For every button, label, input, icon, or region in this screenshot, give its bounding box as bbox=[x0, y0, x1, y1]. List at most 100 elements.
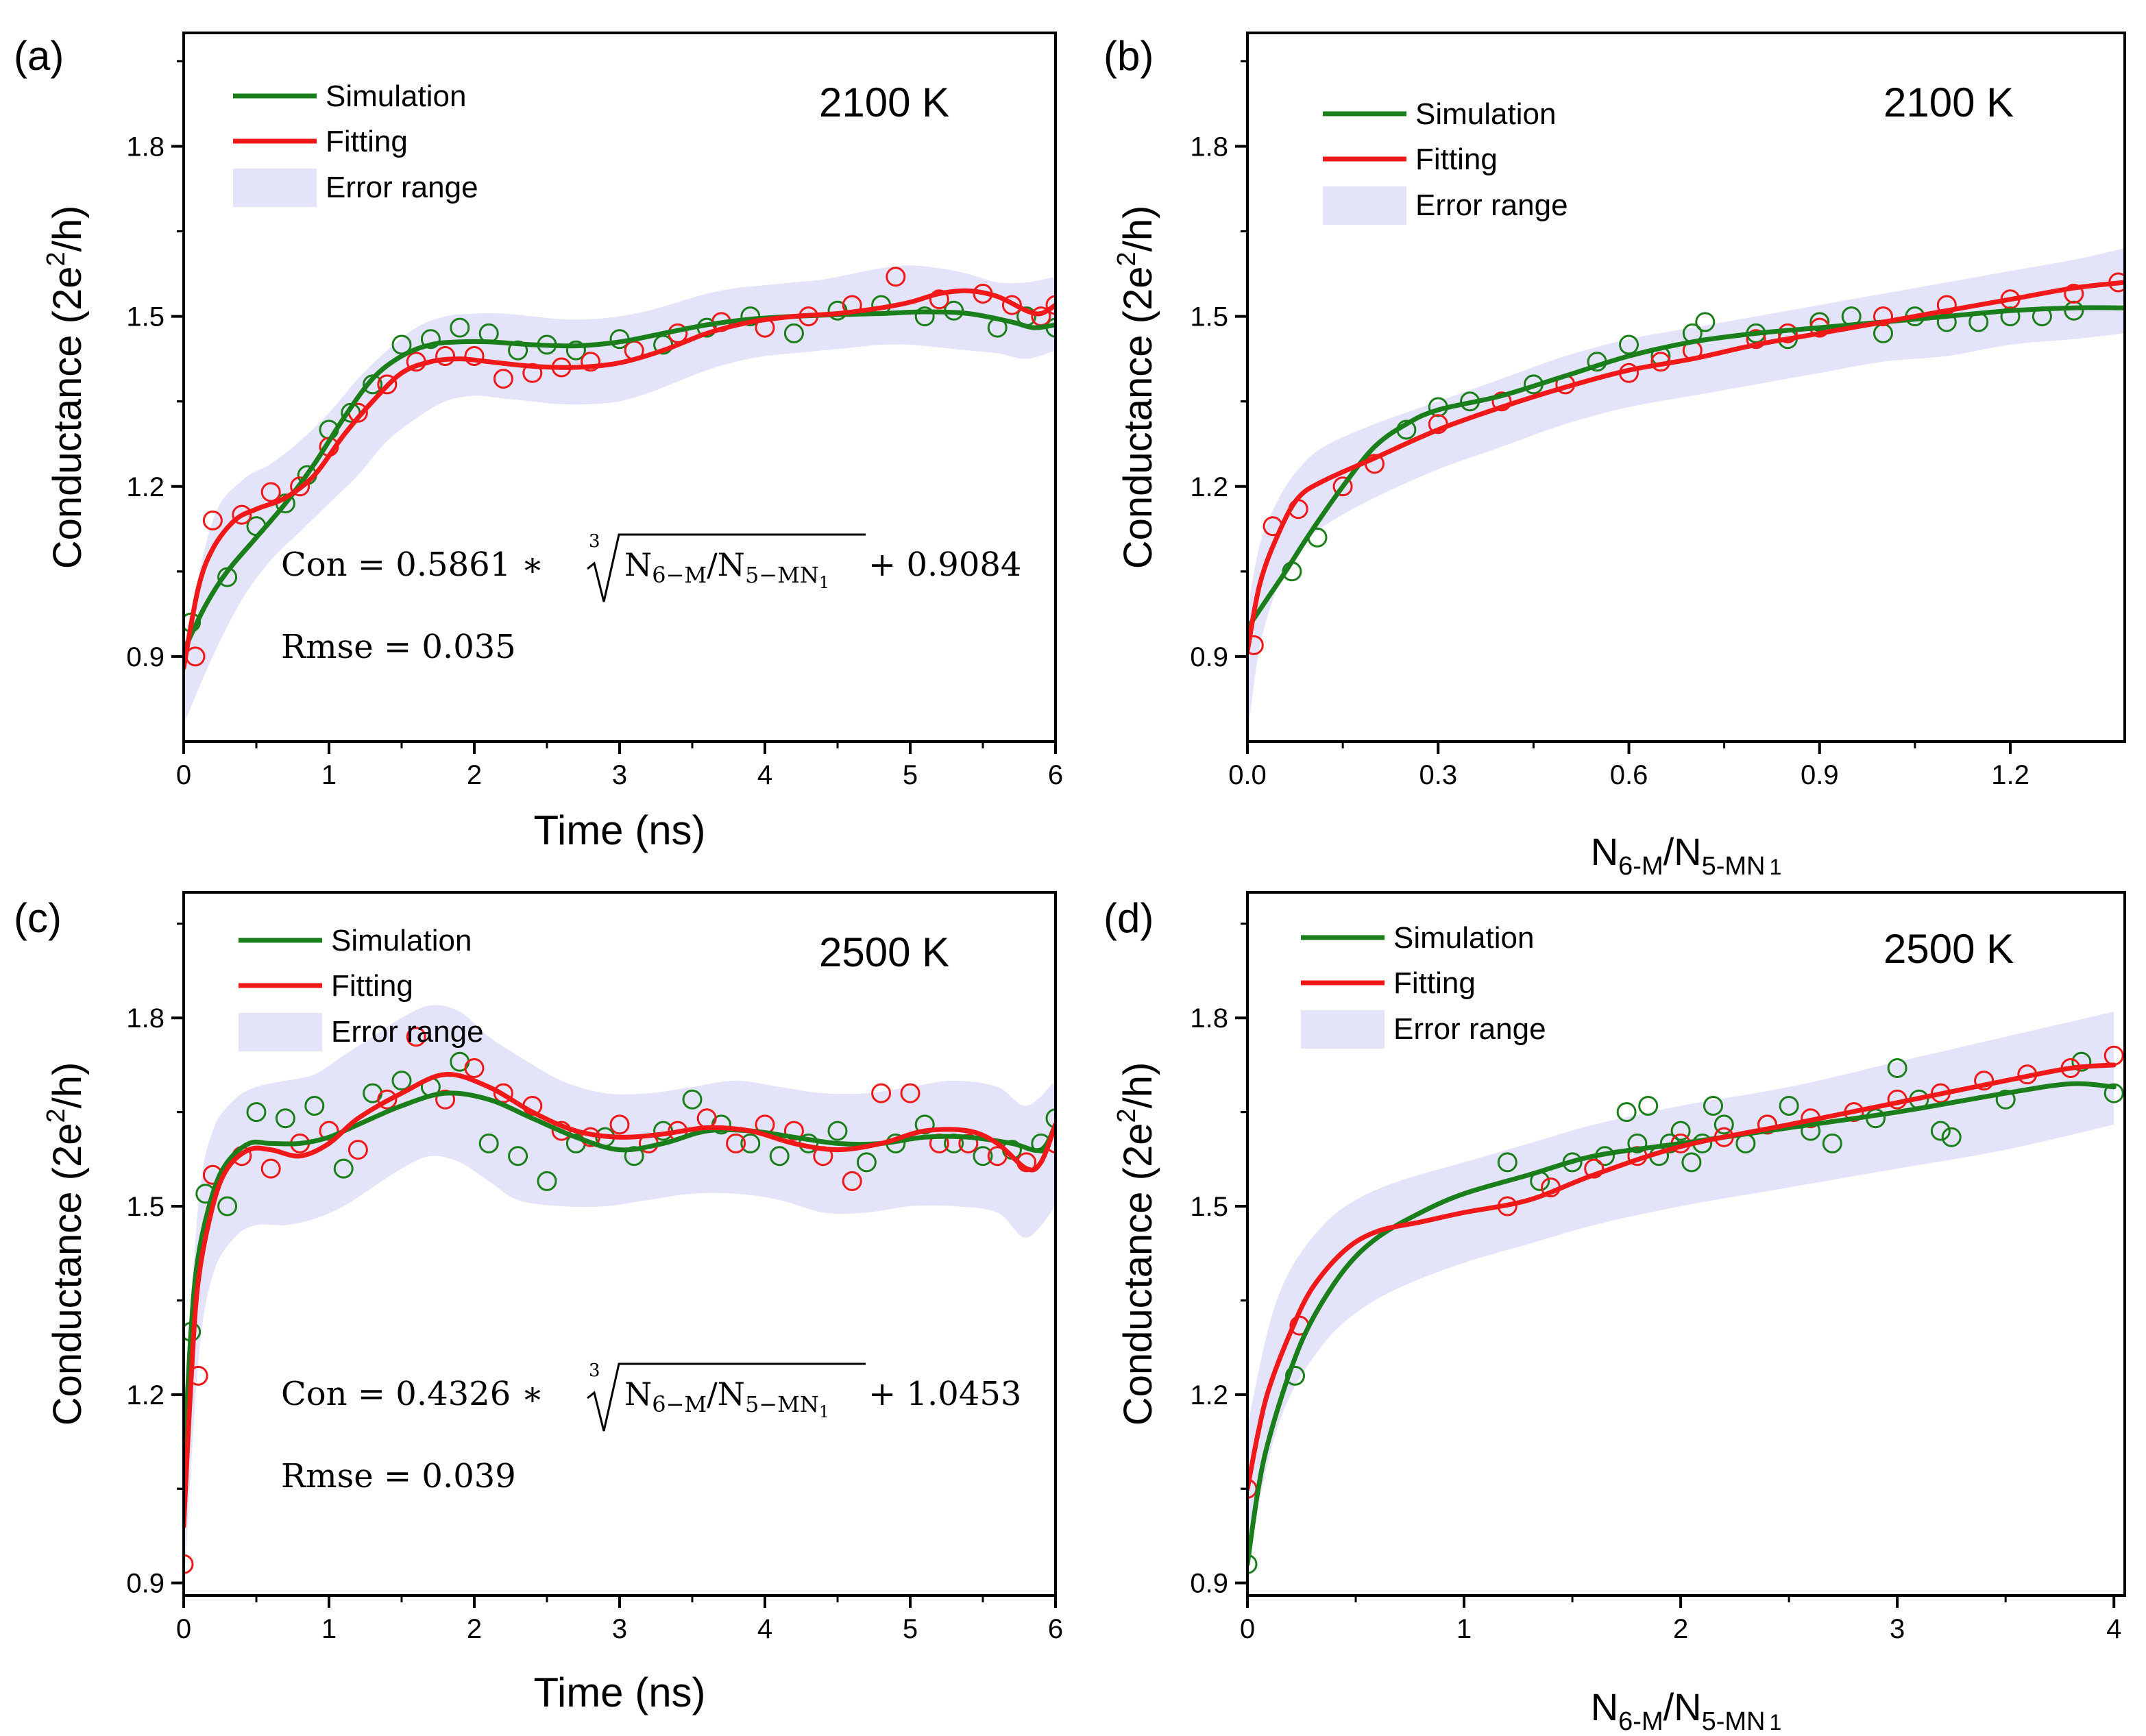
error-band bbox=[184, 1005, 1056, 1596]
equation-rhs: + 1.0453 bbox=[868, 1375, 1021, 1413]
legend-simulation-label: Simulation bbox=[1415, 97, 1556, 131]
simulation-point bbox=[914, 1114, 935, 1135]
y-axis-label: Conductance (2e2/h) bbox=[42, 1062, 90, 1426]
fitting-point bbox=[1001, 295, 1022, 315]
y-tick-label: 1.2 bbox=[126, 1380, 164, 1410]
x-axis-label-mid: /N bbox=[1663, 1685, 1702, 1728]
panel-label: (a) bbox=[14, 33, 64, 79]
fitting-point bbox=[1584, 1158, 1605, 1179]
fitting-point bbox=[929, 289, 949, 310]
y-tick-label: 1.8 bbox=[126, 1003, 164, 1034]
x-axis-label-sub2: 5-MN bbox=[1702, 1707, 1766, 1736]
fitting-point bbox=[1757, 1114, 1777, 1135]
y-tick-label: 1.5 bbox=[126, 302, 164, 332]
simulation-point bbox=[1497, 1152, 1517, 1173]
fitting-point bbox=[493, 369, 513, 389]
rmse-label: Rmse = 0.039 bbox=[281, 1457, 516, 1495]
fitting-line bbox=[184, 1072, 1056, 1529]
fitting-point bbox=[377, 1089, 398, 1110]
fitting-point bbox=[871, 1083, 892, 1103]
fitting-point bbox=[435, 346, 456, 366]
fitting-point bbox=[464, 1058, 485, 1078]
legend: Simulation Fitting Error range bbox=[239, 924, 484, 1051]
x-tick-label: 1 bbox=[321, 1614, 337, 1644]
fitting-point bbox=[1332, 476, 1353, 497]
x-tick-label: 0.0 bbox=[1228, 760, 1267, 790]
x-tick-label: 4 bbox=[2106, 1614, 2121, 1644]
simulation-point bbox=[914, 306, 935, 327]
y-axis-label-sup: 2 bbox=[42, 1108, 71, 1123]
x-tick-label: 2 bbox=[1673, 1614, 1688, 1644]
x-axis-label: N6-M/N5-MN 1 bbox=[1591, 1685, 1782, 1736]
axes-frame bbox=[1246, 32, 2126, 743]
equation-mid: /N bbox=[707, 1376, 745, 1413]
x-axis-label: N6-M/N5-MN 1 bbox=[1591, 830, 1782, 881]
simulation-point bbox=[1247, 1554, 1258, 1574]
fitting-line bbox=[184, 288, 1056, 670]
axes-frame bbox=[1246, 891, 2126, 1597]
fitting-point bbox=[900, 1083, 920, 1103]
x-tick-label: 6 bbox=[1048, 1614, 1063, 1644]
x-axis-label-sub1: 6-M bbox=[1618, 1707, 1663, 1736]
fitting-point bbox=[1746, 329, 1766, 350]
y-tick-label: 1.2 bbox=[1190, 1380, 1228, 1410]
x-tick-label: 3 bbox=[612, 1614, 627, 1644]
fitting-point bbox=[581, 352, 601, 372]
legend-error-label: Error range bbox=[331, 1015, 484, 1049]
fitting-point bbox=[290, 476, 310, 497]
legend: Simulation Fitting Error range bbox=[1323, 97, 1568, 225]
legend-fitting-label: Fitting bbox=[1415, 143, 1498, 176]
panel-d: 0 1 2 3 4 0.9 1.2 1.5 1.8 (d) 2500 K Simulation Fitt… bbox=[1104, 891, 2126, 1736]
y-tick-label: 0.9 bbox=[126, 1569, 164, 1599]
fitting-point bbox=[1873, 306, 1893, 327]
panel-c: 0 1 2 3 4 5 6 0.9 1.2 1.5 1.8 (c) 2500 K Simulation Fi… bbox=[14, 891, 1063, 1715]
x-tick-label: 0 bbox=[176, 760, 191, 790]
x-tick-label: 2 bbox=[467, 1614, 482, 1644]
equation-sub1: 6−M bbox=[652, 1391, 707, 1417]
plot-area bbox=[1247, 1012, 2124, 1574]
x-tick-label: 4 bbox=[757, 1614, 772, 1644]
equation-mid: /N bbox=[707, 546, 745, 583]
equation: Con = 0.4326 ∗ 3 N6−M/N5−MN1 + 1.0453 bbox=[281, 1360, 1021, 1432]
equation-radicand: N6−M/N5−MN1 bbox=[624, 1376, 829, 1421]
temperature-label: 2500 K bbox=[1883, 926, 2014, 972]
x-axis-label: Time (ns) bbox=[533, 807, 705, 853]
y-axis-label-sup: 2 bbox=[42, 252, 71, 266]
x-tick-label: 5 bbox=[903, 1614, 918, 1644]
simulation-point bbox=[333, 1158, 354, 1179]
x-tick-label: 1.2 bbox=[1991, 760, 2029, 790]
fitting-point bbox=[435, 1089, 456, 1110]
y-tick-label: 1.5 bbox=[126, 1192, 164, 1222]
panel-label: (b) bbox=[1104, 33, 1154, 79]
x-tick-label: 3 bbox=[612, 760, 627, 790]
y-axis-label-tail: /h) bbox=[1116, 1062, 1160, 1109]
legend-fitting-label: Fitting bbox=[1393, 966, 1476, 1000]
y-axis-label-sup: 2 bbox=[1112, 252, 1141, 266]
legend-fitting-label: Fitting bbox=[326, 125, 408, 158]
equation-lhs: Con = 0.5861 ∗ bbox=[281, 546, 544, 584]
panel-label: (c) bbox=[14, 895, 62, 941]
fitting-point bbox=[958, 1133, 979, 1153]
simulation-point bbox=[1616, 1102, 1637, 1123]
y-axis-label: Conductance (2e2/h) bbox=[1112, 206, 1160, 570]
fitting-point bbox=[842, 1171, 862, 1191]
equation-sub1: 6−M bbox=[652, 562, 707, 588]
y-axis-label-main: Conductance (2e bbox=[1116, 267, 1160, 570]
simulation-point bbox=[1822, 1133, 1842, 1153]
legend: Simulation Fitting Error range bbox=[233, 80, 478, 207]
fitting-point bbox=[987, 1146, 1008, 1166]
x-axis-label-mid: /N bbox=[1663, 830, 1702, 873]
simulation-point bbox=[275, 1108, 295, 1129]
fitting-point bbox=[493, 1083, 513, 1103]
simulation-point bbox=[1670, 1121, 1691, 1141]
fitting-point bbox=[2064, 284, 2084, 304]
simulation-point bbox=[1995, 1089, 2016, 1110]
simulation-point bbox=[1779, 1096, 1799, 1116]
fitting-point bbox=[1491, 391, 1512, 412]
fitting-point bbox=[377, 374, 398, 395]
fitting-line bbox=[1247, 280, 2125, 654]
simulation-point bbox=[1638, 1096, 1659, 1116]
y-axis-label-tail: /h) bbox=[45, 206, 90, 252]
temperature-label: 2100 K bbox=[819, 80, 949, 125]
x-axis-label-sub1: 6-M bbox=[1618, 852, 1663, 881]
